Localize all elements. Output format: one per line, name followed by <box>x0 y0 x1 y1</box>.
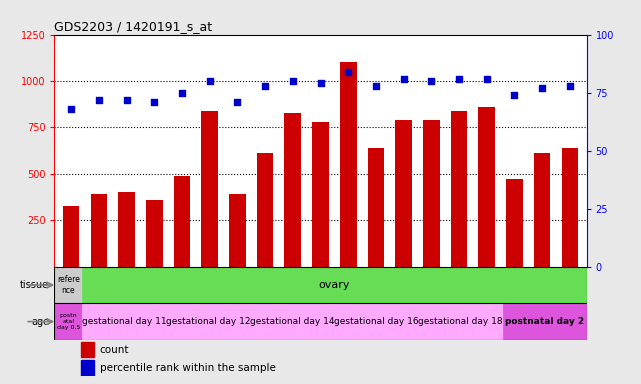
Bar <box>251 303 335 340</box>
Bar <box>423 120 440 267</box>
Bar <box>54 303 83 340</box>
Point <box>510 92 520 98</box>
Text: postn
atal
day 0.5: postn atal day 0.5 <box>57 313 80 330</box>
Bar <box>534 154 551 267</box>
Text: refere
nce: refere nce <box>57 275 80 295</box>
Bar <box>503 303 587 340</box>
Bar <box>81 360 94 376</box>
Bar <box>451 111 467 267</box>
Bar <box>478 107 495 267</box>
Point <box>121 96 131 103</box>
Bar <box>90 194 107 267</box>
Point <box>315 80 326 86</box>
Point <box>66 106 76 112</box>
Text: postnatal day 2: postnatal day 2 <box>505 317 584 326</box>
Text: gestational day 16: gestational day 16 <box>334 317 419 326</box>
Bar <box>83 303 167 340</box>
Bar <box>285 113 301 267</box>
Point <box>454 76 464 82</box>
Point <box>260 83 271 89</box>
Point <box>565 83 575 89</box>
Point <box>177 89 187 96</box>
Text: gestational day 12: gestational day 12 <box>166 317 251 326</box>
Bar <box>367 148 384 267</box>
Point <box>426 78 437 84</box>
Text: gestational day 11: gestational day 11 <box>82 317 167 326</box>
Bar <box>340 63 356 267</box>
Bar <box>174 176 190 267</box>
Bar <box>312 122 329 267</box>
Point <box>149 99 160 105</box>
Point <box>537 85 547 91</box>
Point <box>343 69 353 75</box>
Bar <box>506 179 523 267</box>
Bar <box>257 154 274 267</box>
Bar <box>146 200 163 267</box>
Bar <box>419 303 503 340</box>
Text: percentile rank within the sample: percentile rank within the sample <box>100 363 276 373</box>
Bar <box>562 148 578 267</box>
Point <box>232 99 242 105</box>
Text: ovary: ovary <box>319 280 350 290</box>
Bar <box>118 192 135 267</box>
Bar <box>63 205 79 267</box>
Point <box>288 78 298 84</box>
Bar <box>81 342 94 358</box>
Text: gestational day 14: gestational day 14 <box>250 317 335 326</box>
Point <box>481 76 492 82</box>
Bar <box>201 111 218 267</box>
Point <box>399 76 409 82</box>
Point <box>94 96 104 103</box>
Bar <box>335 303 419 340</box>
Text: age: age <box>31 316 49 326</box>
Bar <box>54 267 83 303</box>
Point <box>204 78 215 84</box>
Bar <box>167 303 251 340</box>
Bar <box>395 120 412 267</box>
Point <box>370 83 381 89</box>
Text: tissue: tissue <box>20 280 49 290</box>
Text: count: count <box>100 345 129 355</box>
Bar <box>229 194 246 267</box>
Text: GDS2203 / 1420191_s_at: GDS2203 / 1420191_s_at <box>54 20 213 33</box>
Text: gestational day 18: gestational day 18 <box>418 317 503 326</box>
